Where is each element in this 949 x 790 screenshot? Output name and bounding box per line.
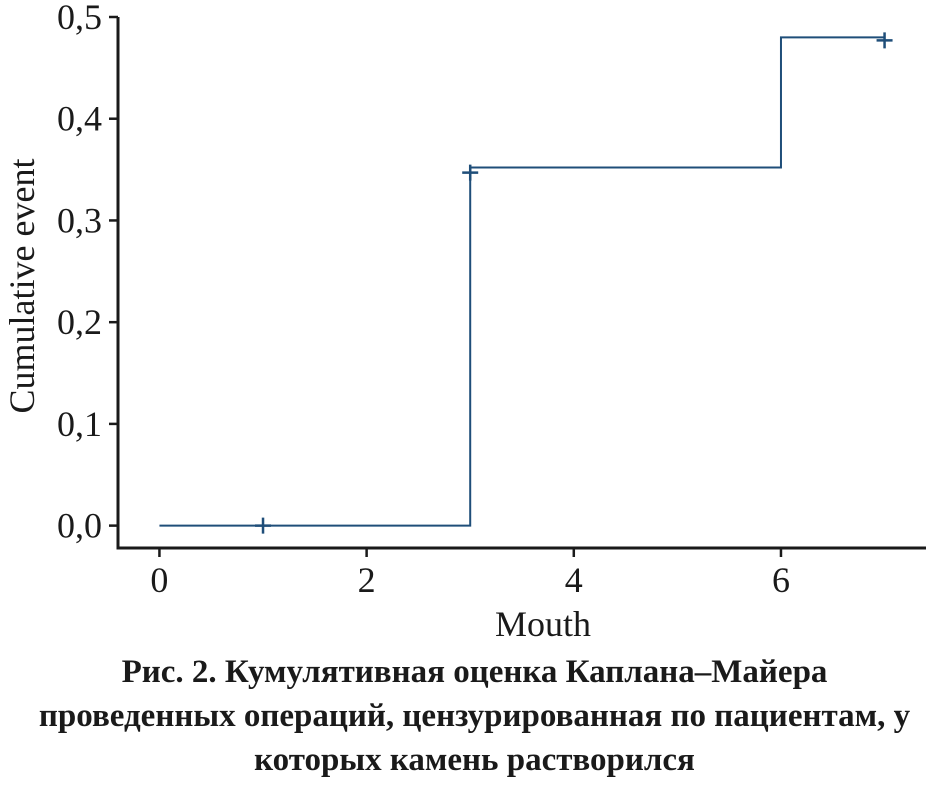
x-axis-title: Mouth: [495, 604, 591, 644]
censor-mark: [876, 32, 893, 49]
caption-line: Рис. 2. Кумулятивная оценка Каплана–Майе…: [121, 654, 828, 690]
y-axis-title: Cumulative event: [2, 159, 42, 414]
x-tick-label: 0: [150, 560, 168, 600]
caption-line: которых камень растворился: [254, 742, 695, 778]
y-tick-label: 0,2: [57, 302, 102, 342]
y-tick-label: 0,5: [57, 0, 102, 37]
x-tick-label: 2: [358, 560, 376, 600]
y-tick-label: 0,0: [57, 506, 102, 546]
figure-caption: Рис. 2. Кумулятивная оценка Каплана–Майе…: [0, 650, 949, 782]
km-step-line: [159, 36, 885, 527]
x-tick-label: 6: [772, 560, 790, 600]
y-tick-label: 0,1: [57, 404, 102, 444]
censor-mark: [255, 517, 272, 534]
y-tick-label: 0,3: [57, 200, 102, 240]
plot-area: 0,0 0,1 0,2 0,3 0,4 0,5 0 2 4 6: [57, 0, 926, 600]
censor-mark: [462, 164, 479, 181]
caption-line: проведенных операций, цензурированная по…: [38, 698, 911, 734]
x-tick-label: 4: [565, 560, 583, 600]
kaplan-meier-chart: 0,0 0,1 0,2 0,3 0,4 0,5 0 2 4 6 Mouth Cumulative …: [2, 0, 926, 644]
y-tick-label: 0,4: [57, 99, 102, 139]
